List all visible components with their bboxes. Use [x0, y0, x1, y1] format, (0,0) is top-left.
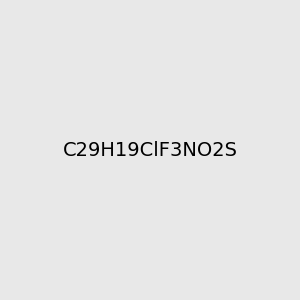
Text: C29H19ClF3NO2S: C29H19ClF3NO2S [62, 140, 238, 160]
